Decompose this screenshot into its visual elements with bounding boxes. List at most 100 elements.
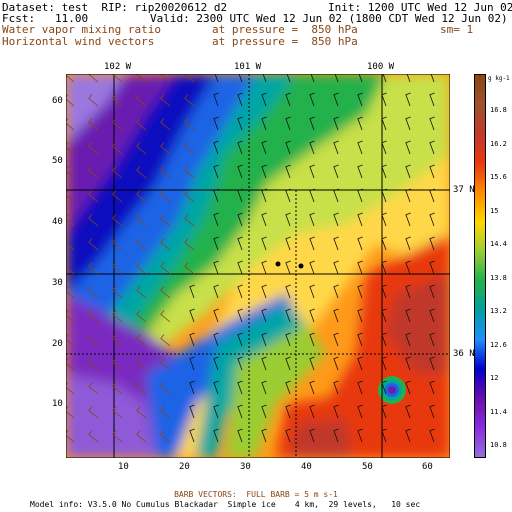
- wind-barb: [189, 308, 195, 323]
- wind-barb: [285, 140, 291, 155]
- wind-barb: [66, 190, 75, 203]
- wind-barb: [238, 74, 243, 83]
- wind-barb: [357, 92, 363, 107]
- wind-barb: [213, 236, 219, 251]
- wind-barb: [309, 380, 315, 395]
- wind-barb: [88, 430, 99, 443]
- colorbar-label: 11.4: [490, 407, 507, 416]
- wind-barb: [334, 74, 339, 83]
- wind-barb: [429, 188, 435, 203]
- wind-barb: [237, 404, 243, 419]
- y-tick-30: 30: [52, 278, 63, 288]
- wind-barb: [261, 116, 267, 131]
- wind-barb: [309, 260, 315, 275]
- wind-barb: [112, 262, 123, 275]
- wind-barb: [429, 92, 435, 107]
- lat-label-37n: 37 N: [453, 185, 475, 195]
- moisture-map: [66, 74, 450, 458]
- wind-barb: [429, 356, 435, 371]
- y-tick-20: 20: [52, 339, 63, 349]
- wind-barb: [88, 214, 99, 227]
- wind-barb: [88, 286, 99, 299]
- wind-barb: [429, 260, 435, 275]
- wind-barb: [261, 212, 267, 227]
- dataset-label: Dataset: test RIP: rip20020612 d2: [2, 1, 228, 14]
- wind-barb: [66, 358, 75, 371]
- wind-barb: [160, 334, 171, 347]
- wind-barb: [429, 212, 435, 227]
- wind-barb: [213, 116, 219, 131]
- wind-barb: [213, 332, 219, 347]
- wind-barb: [381, 92, 387, 107]
- wind-barb: [112, 382, 123, 395]
- wind-barb: [358, 74, 363, 83]
- wind-barb: [88, 142, 99, 155]
- wind-barb: [381, 212, 387, 227]
- wind-barb: [66, 406, 75, 419]
- lat-label-36n: 36 N: [453, 349, 475, 359]
- wind-barb: [381, 428, 387, 443]
- wind-barb: [285, 188, 291, 203]
- wind-barb: [261, 284, 267, 299]
- wind-barb: [237, 428, 243, 443]
- wind-barb: [285, 332, 291, 347]
- wind-barb: [66, 74, 75, 83]
- wind-barb: [381, 260, 387, 275]
- wind-barb: [261, 428, 267, 443]
- wind-barb: [213, 356, 219, 371]
- wind-barb: [309, 236, 315, 251]
- wind-barb: [261, 188, 267, 203]
- wind-barb: [405, 284, 411, 299]
- wind-barb: [160, 94, 171, 107]
- wind-barb: [160, 142, 171, 155]
- wind-barb: [285, 356, 291, 371]
- wind-barb: [237, 284, 243, 299]
- wind-barb: [88, 118, 99, 131]
- wind-barb: [381, 116, 387, 131]
- barb-legend: BARB VECTORS: FULL BARB = 5 m s-1: [174, 490, 338, 499]
- wind-barb: [160, 118, 171, 131]
- wind-barb: [112, 214, 123, 227]
- wind-barb: [333, 140, 339, 155]
- wind-barb: [112, 406, 123, 419]
- wind-barb: [184, 118, 195, 131]
- wind-barb: [309, 116, 315, 131]
- wind-barb: [357, 308, 363, 323]
- wind-barb: [160, 406, 171, 419]
- wind-barb: [184, 262, 195, 275]
- wind-barb: [112, 358, 123, 371]
- wind-barb: [405, 356, 411, 371]
- wind-barb: [66, 310, 75, 323]
- wind-barb: [184, 190, 195, 203]
- wind-barb: [189, 404, 195, 419]
- field1-level: at pressure = 850 hPa: [212, 23, 358, 36]
- y-tick-60: 60: [52, 96, 63, 106]
- wind-barb: [285, 92, 291, 107]
- wind-barb: [381, 356, 387, 371]
- wind-barb: [88, 358, 99, 371]
- wind-barb: [309, 212, 315, 227]
- wind-barb: [357, 164, 363, 179]
- wind-barb: [357, 404, 363, 419]
- wind-barb: [261, 404, 267, 419]
- wind-barb: [429, 380, 435, 395]
- wind-barb: [160, 286, 171, 299]
- wind-barb: [214, 74, 219, 83]
- x-tick-10: 10: [118, 462, 129, 472]
- wind-barb: [66, 142, 75, 155]
- wind-barb: [381, 284, 387, 299]
- wind-barb: [429, 332, 435, 347]
- wind-barb: [136, 190, 147, 203]
- wind-barb: [285, 212, 291, 227]
- wind-barb: [333, 404, 339, 419]
- wind-barb: [309, 356, 315, 371]
- field2-label: Horizontal wind vectors: [2, 35, 155, 48]
- lon-label-102w: 102 W: [104, 62, 132, 72]
- wind-barb: [333, 380, 339, 395]
- colorbar-label: 16.8: [490, 106, 507, 114]
- colorbar-unit: g kg-1: [488, 75, 510, 82]
- wind-barb: [112, 286, 123, 299]
- wind-barb: [262, 74, 267, 83]
- wind-barb: [136, 430, 147, 443]
- wind-barb: [357, 188, 363, 203]
